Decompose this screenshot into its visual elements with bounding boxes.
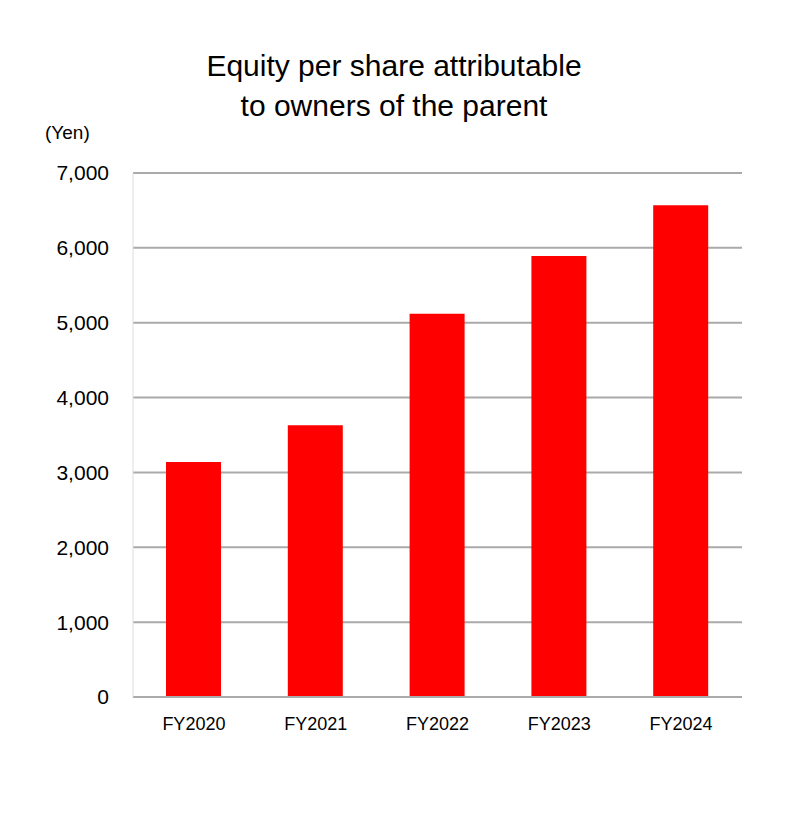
svg-text:3,000: 3,000 (56, 461, 109, 484)
svg-text:1,000: 1,000 (56, 611, 109, 634)
svg-text:FY2022: FY2022 (406, 714, 469, 734)
svg-text:FY2020: FY2020 (162, 714, 225, 734)
html-text:Equity per share attributable: Equity per share attributable to owners … (206, 49, 582, 122)
svg-text:FY2023: FY2023 (528, 714, 591, 734)
svg-text:FY2021: FY2021 (284, 714, 347, 734)
svg-text:5,000: 5,000 (56, 311, 109, 334)
svg-text:FY2024: FY2024 (650, 714, 713, 734)
svg-text:2,000: 2,000 (56, 536, 109, 559)
svg-text:6,000: 6,000 (56, 236, 109, 259)
html-text:(Yen): (Yen) (45, 122, 90, 143)
svg-text:7,000: 7,000 (56, 161, 109, 184)
svg-text:0: 0 (97, 685, 109, 708)
svg-text:4,000: 4,000 (56, 386, 109, 409)
